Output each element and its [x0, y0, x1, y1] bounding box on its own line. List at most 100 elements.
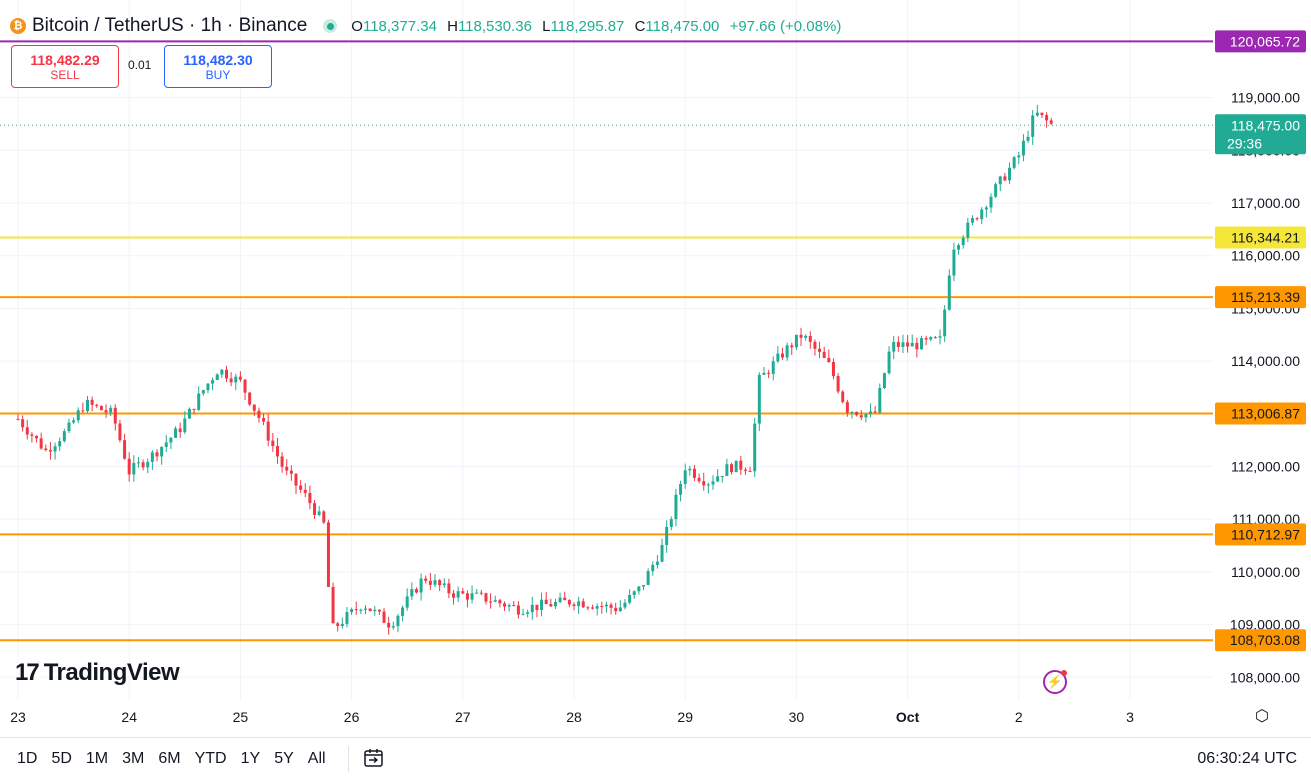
candle [428, 573, 432, 591]
price-chart[interactable]: 108,000.00 109,000.00 110,000.00 111,000.00… [0, 0, 1311, 737]
candle-body [136, 462, 140, 464]
candle [354, 601, 358, 615]
candle [174, 426, 178, 439]
candle [67, 418, 71, 434]
candle-body [470, 593, 474, 600]
candle-body [345, 612, 349, 624]
candle [581, 598, 585, 608]
candle [433, 574, 437, 588]
range-6m-button[interactable]: 6M [158, 750, 181, 767]
y-tick-label: 108,000.00 [1230, 669, 1300, 685]
candle-body [767, 372, 771, 374]
tradingview-logo[interactable]: 17 TradingView [15, 659, 180, 687]
candle [25, 419, 29, 440]
candle-body [692, 468, 696, 478]
candle-body [484, 593, 488, 602]
candle-body [836, 376, 840, 392]
candle-body [313, 503, 317, 516]
candle-body [674, 494, 678, 520]
candle-body [81, 410, 85, 412]
candle-body [748, 470, 752, 472]
candle-body [961, 237, 965, 246]
candle [628, 589, 632, 605]
candle [920, 335, 923, 350]
candle-body [818, 348, 822, 352]
candle [368, 608, 372, 612]
candle-body [382, 611, 386, 623]
candle [414, 587, 418, 594]
y-tick-label: 110,000.00 [1231, 564, 1300, 580]
candle-body [1012, 157, 1016, 168]
level-price-label: 110,712.97 [1231, 526, 1300, 542]
bar-countdown-label: 29:36 [1227, 135, 1262, 151]
candle-body [1045, 115, 1049, 121]
candle [141, 459, 145, 471]
candle [526, 609, 530, 618]
range-1m-button[interactable]: 1M [85, 750, 109, 767]
candle [21, 415, 25, 432]
candle-body [642, 584, 645, 587]
utc-clock[interactable]: 06:30:24 UTC [1197, 750, 1297, 767]
candle-body [1035, 112, 1039, 116]
spread-value: 0.01 [128, 58, 152, 72]
candle-body [1026, 136, 1030, 141]
candle-body [289, 470, 293, 474]
y-tick-label: 119,000.00 [1231, 90, 1300, 106]
level-price-tag [1215, 629, 1306, 652]
range-3m-button[interactable]: 3M [122, 750, 145, 767]
candle [317, 505, 321, 517]
candle [864, 413, 868, 423]
candle-body [30, 434, 34, 436]
candle-body [994, 184, 998, 197]
range-1y-button[interactable]: 1Y [240, 750, 261, 767]
symbol-title[interactable]: Bitcoin / TetherUS · 1h · Binance [32, 15, 308, 36]
candle [405, 588, 409, 611]
candle [479, 589, 483, 596]
candle [146, 458, 150, 474]
candle-body [929, 337, 933, 340]
candle-body [822, 351, 826, 358]
lightning-icon[interactable]: ⚡ [1043, 670, 1067, 694]
range-5d-button[interactable]: 5D [51, 750, 72, 767]
range-1d-button[interactable]: 1D [17, 750, 38, 767]
candle [623, 599, 627, 610]
candle-body [637, 586, 641, 592]
range-all-button[interactable]: All [307, 750, 326, 767]
candle [39, 432, 43, 450]
candle [266, 414, 270, 447]
y-tick-label: 109,000.00 [1230, 617, 1300, 633]
candle-body [697, 477, 701, 482]
candle [62, 428, 66, 443]
candle [331, 582, 335, 624]
candle-body [595, 606, 599, 609]
candle-body [952, 249, 956, 276]
candle [665, 520, 669, 553]
candle-body [850, 411, 854, 413]
candle [109, 405, 113, 417]
candle [975, 217, 979, 221]
ohlc-legend: O118,377.34 H118,530.36 L118,295.87 C118… [351, 18, 847, 35]
candle-body [873, 411, 877, 413]
candle-body [155, 452, 159, 457]
buy-button[interactable]: 118,482.30 BUY [164, 45, 272, 88]
candle-body [39, 438, 43, 449]
candle-body [373, 609, 377, 612]
candle-body [211, 380, 215, 384]
candle [322, 510, 326, 525]
candle-body [980, 209, 984, 220]
candle [512, 600, 516, 607]
candle [313, 500, 317, 519]
candle [252, 404, 256, 416]
go-to-date-icon[interactable] [363, 747, 385, 769]
candle [382, 608, 386, 624]
candle-body [461, 591, 465, 594]
sell-button[interactable]: 118,482.29 SELL [11, 45, 119, 88]
candle-body [855, 411, 859, 416]
candle [822, 346, 826, 359]
range-5y-button[interactable]: 5Y [274, 750, 294, 767]
range-ytd-button[interactable]: YTD [194, 750, 227, 767]
candle-body [882, 373, 886, 388]
candle-body [132, 463, 136, 475]
settings-icon[interactable]: ⬡ [1255, 708, 1269, 725]
candle-body [544, 599, 548, 605]
